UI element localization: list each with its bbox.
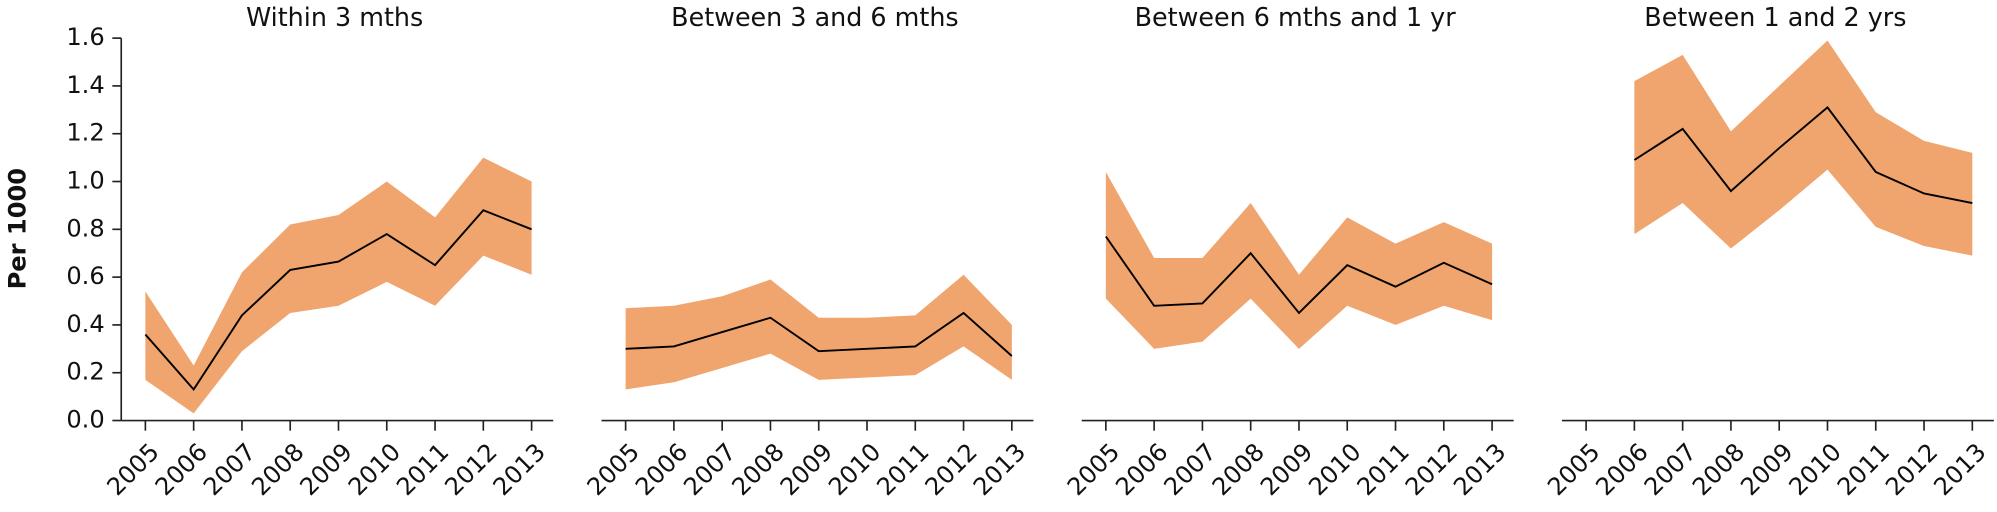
- x-tick-label: 2008: [727, 438, 790, 501]
- line: [1633, 106, 1973, 204]
- panel-title: Between 6 mths and 1 yr: [1135, 2, 1457, 32]
- y-tick-label: 1.2: [66, 119, 104, 147]
- confidence-band: [145, 157, 532, 414]
- y-axis-label: Per 1000: [3, 168, 31, 290]
- x-tick-label: 2012: [920, 438, 983, 501]
- x-tick-label: 2007: [1159, 438, 1222, 501]
- x-tick-label: 2005: [102, 438, 165, 501]
- panel-title: Between 3 and 6 mths: [671, 2, 958, 32]
- y-tick-label: 0.6: [66, 262, 104, 290]
- confidence-band: [1634, 40, 1973, 256]
- x-tick-label: 2009: [1255, 438, 1318, 501]
- x-tick-label: 2006: [1110, 438, 1173, 501]
- x-tick-label: 2005: [1062, 438, 1125, 501]
- x-tick-label: 2009: [775, 438, 838, 501]
- x-tick-label: 2008: [1687, 438, 1750, 501]
- x-tick-label: 2008: [246, 438, 309, 501]
- x-tick-label: 2007: [678, 438, 741, 501]
- x-tick-label: 2005: [582, 438, 645, 501]
- x-tick-label: 2010: [343, 438, 406, 501]
- x-tick-label: 2013: [488, 438, 551, 501]
- x-tick-label: 2012: [1400, 438, 1463, 501]
- x-tick-label: 2007: [1639, 438, 1702, 501]
- x-tick-label: 2010: [1303, 438, 1366, 501]
- x-tick-label: 2009: [1735, 438, 1798, 501]
- confidence-band: [625, 274, 1012, 390]
- x-tick-label: 2006: [1591, 438, 1654, 501]
- y-tick-label: 0.2: [66, 358, 104, 386]
- x-tick-label: 2005: [1542, 438, 1605, 501]
- x-tick-label: 2011: [1352, 438, 1415, 501]
- y-tick-label: 0.0: [66, 406, 104, 434]
- x-tick-label: 2012: [1880, 438, 1943, 501]
- confidence-band: [1105, 171, 1493, 349]
- y-tick-label: 1.4: [66, 71, 104, 99]
- line: [625, 311, 1013, 357]
- x-tick-label: 2010: [1784, 438, 1847, 501]
- x-tick-label: 2011: [391, 438, 454, 501]
- y-tick-label: 0.4: [66, 310, 104, 338]
- x-tick-label: 2013: [968, 438, 1031, 501]
- x-tick-label: 2013: [1448, 438, 1511, 501]
- x-tick-label: 2011: [871, 438, 934, 501]
- line: [1105, 235, 1493, 315]
- x-tick-label: 2011: [1832, 438, 1895, 501]
- line: [144, 209, 532, 392]
- x-tick-label: 2007: [198, 438, 261, 501]
- x-tick-label: 2008: [1207, 438, 1270, 501]
- x-tick-label: 2006: [150, 438, 213, 501]
- panel-title: Within 3 mths: [246, 2, 423, 32]
- y-tick-label: 1.0: [66, 167, 104, 195]
- y-tick-label: 1.6: [66, 23, 104, 51]
- x-tick-label: 2012: [439, 438, 502, 501]
- x-tick-label: 2013: [1928, 438, 1991, 501]
- x-tick-label: 2006: [630, 438, 693, 501]
- x-tick-label: 2009: [295, 438, 358, 501]
- panel-title: Between 1 and 2 yrs: [1644, 2, 1906, 32]
- y-tick-label: 0.8: [66, 214, 104, 242]
- x-tick-label: 2010: [823, 438, 886, 501]
